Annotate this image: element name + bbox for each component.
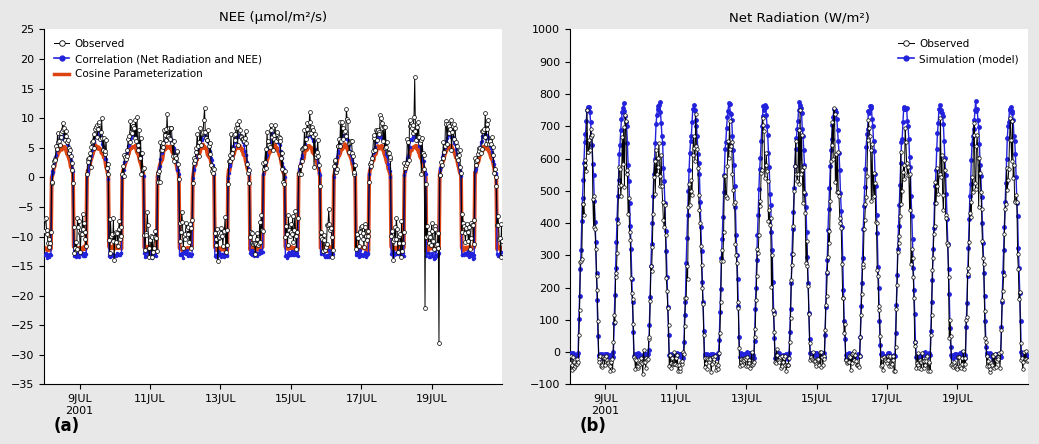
Legend: Observed, Correlation (Net Radiation and NEE), Cosine Parameterization: Observed, Correlation (Net Radiation and… <box>50 35 266 83</box>
Legend: Observed, Simulation (model): Observed, Simulation (model) <box>894 35 1022 68</box>
Title: Net Radiation (W/m²): Net Radiation (W/m²) <box>728 11 870 24</box>
Title: NEE (μmol/m²/s): NEE (μmol/m²/s) <box>219 11 327 24</box>
Text: (b): (b) <box>579 416 606 435</box>
Text: (a): (a) <box>53 416 80 435</box>
